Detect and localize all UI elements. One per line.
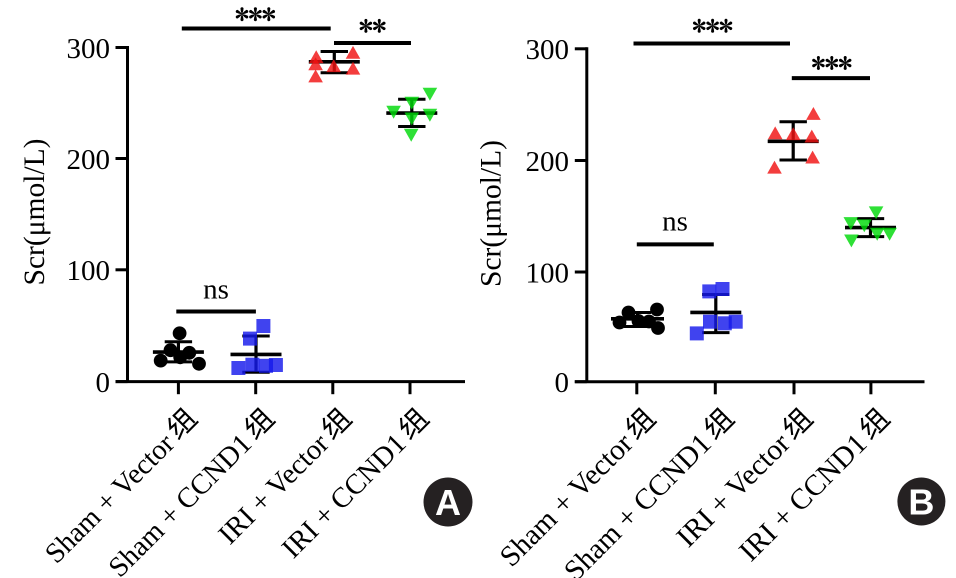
svg-text:100: 100 <box>526 257 570 289</box>
svg-text:ns: ns <box>203 274 229 306</box>
svg-text:A: A <box>435 482 461 523</box>
svg-text:B: B <box>908 482 934 523</box>
svg-text:0: 0 <box>555 367 570 399</box>
svg-text:100: 100 <box>67 255 111 287</box>
svg-text:200: 200 <box>526 146 570 178</box>
svg-text:Scr(μmol/L): Scr(μmol/L) <box>475 140 507 287</box>
svg-text:0: 0 <box>96 367 111 399</box>
svg-text:200: 200 <box>67 144 111 176</box>
svg-text:300: 300 <box>526 34 570 66</box>
svg-text:ns: ns <box>662 206 688 238</box>
svg-text:Scr(μmol/L): Scr(μmol/L) <box>19 139 51 286</box>
svg-text:300: 300 <box>67 33 111 65</box>
